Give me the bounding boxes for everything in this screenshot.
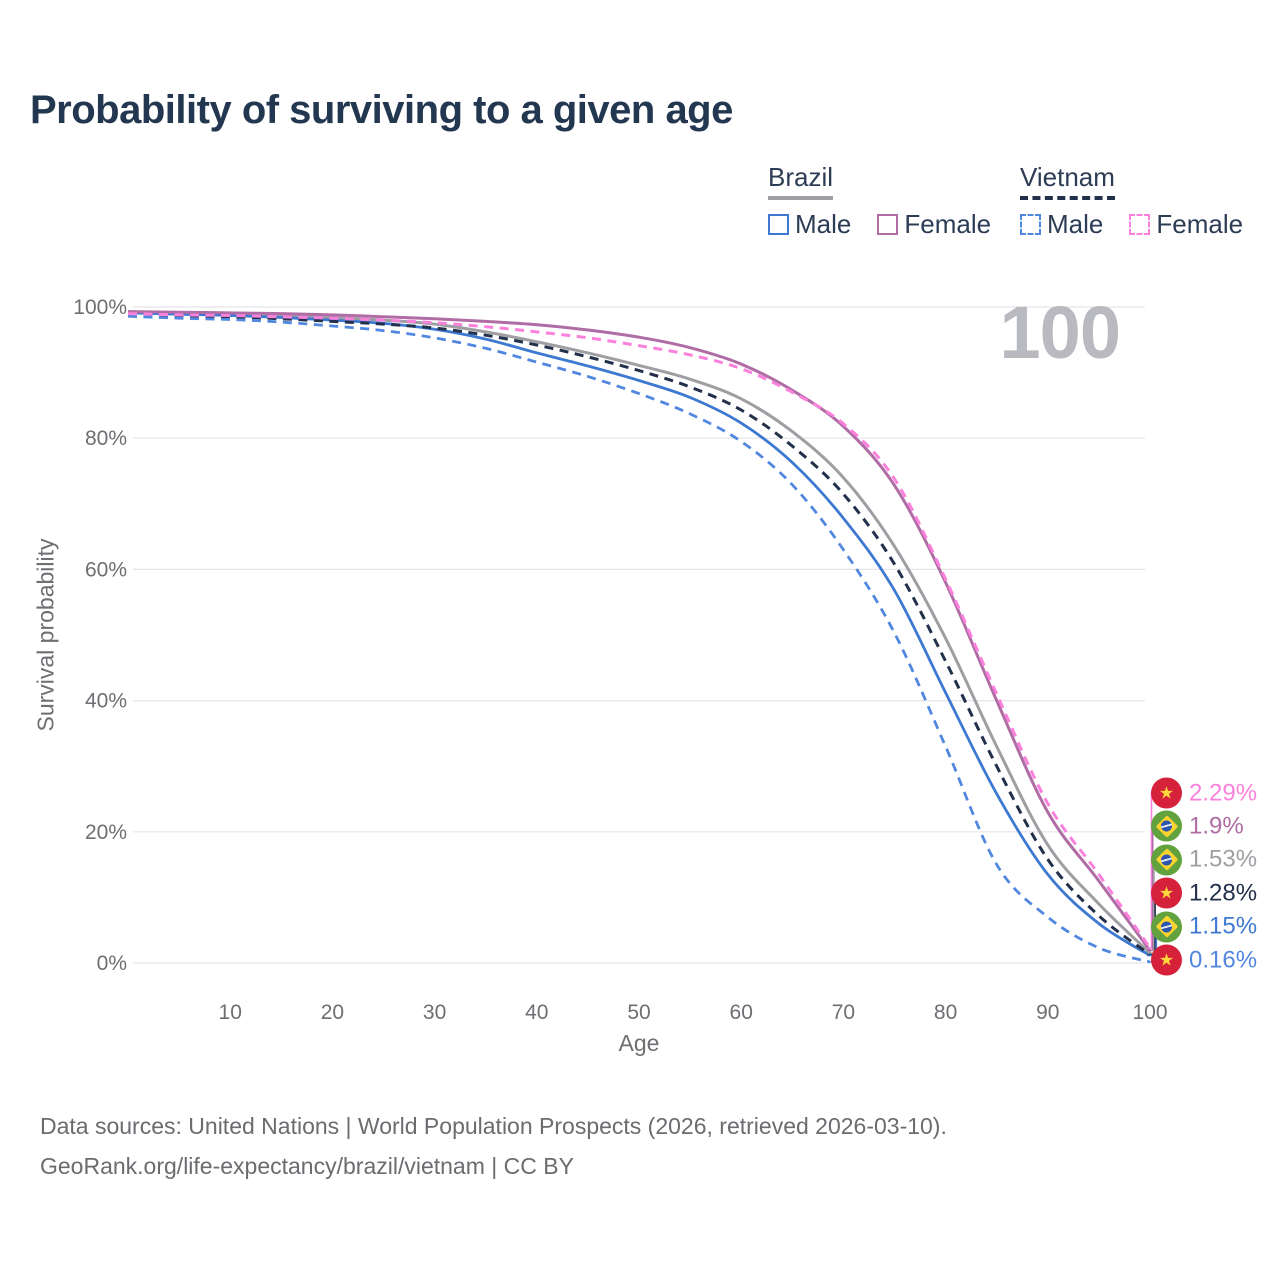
curve-vietnam_male — [127, 314, 1151, 964]
vietnam-female-swatch-icon — [1129, 214, 1151, 235]
legend-country-vietnam: Vietnam — [1020, 162, 1115, 200]
end-label-brazil_female: 1.9% — [1151, 810, 1244, 842]
legend-group-brazil: Brazil Male Female — [768, 162, 991, 240]
y-tick-20: 20% — [85, 821, 127, 844]
x-axis-title: Age — [618, 1030, 660, 1056]
end-label-brazil_male: 1.15% — [1151, 911, 1258, 943]
x-tick-40: 40 — [525, 1001, 548, 1024]
vietnam-flag-icon: ★ — [1151, 877, 1182, 909]
curve-brazil_total — [127, 310, 1152, 955]
legend-item-vietnam-male[interactable]: Male — [1020, 209, 1103, 240]
vietnam-male-swatch-icon — [1020, 214, 1041, 235]
brazil-flag-icon — [1151, 810, 1182, 842]
legend-label-brazil-male: Male — [795, 209, 852, 239]
end-label-vietnam_total: ★ 1.28% — [1151, 877, 1258, 909]
y-tick-100: 100% — [73, 296, 127, 319]
legend-label-brazil-female: Female — [904, 209, 992, 239]
curve-brazil_male — [127, 311, 1151, 957]
legend-item-brazil-female[interactable]: Female — [877, 209, 991, 240]
y-tick-0: 0% — [97, 952, 127, 975]
curve-vietnam_total — [127, 312, 1151, 956]
y-tick-60: 60% — [85, 558, 127, 581]
footer-attribution: GeoRank.org/life-expectancy/brazil/vietn… — [40, 1153, 574, 1179]
x-tick-100: 100 — [1132, 1001, 1167, 1024]
brazil-flag-icon — [1151, 844, 1182, 876]
end-label-brazil_total: 1.53% — [1151, 844, 1258, 876]
x-tick-20: 20 — [321, 1001, 344, 1024]
vietnam-flag-icon: ★ — [1151, 944, 1182, 976]
end-label-value: 1.53% — [1189, 845, 1258, 873]
end-label-vietnam_female: ★ 2.29% — [1151, 777, 1258, 809]
x-tick-50: 50 — [627, 1001, 650, 1024]
x-tick-80: 80 — [934, 1001, 957, 1024]
brazil-male-swatch-icon — [768, 214, 789, 235]
y-tick-80: 80% — [85, 427, 127, 450]
legend-label-vietnam-female: Female — [1156, 209, 1244, 239]
x-tick-70: 70 — [832, 1001, 855, 1024]
footer-sources: Data sources: United Nations | World Pop… — [40, 1113, 947, 1139]
end-label-value: 0.16% — [1189, 946, 1258, 973]
vietnam-flag-icon: ★ — [1151, 777, 1182, 809]
legend-items-brazil: Male Female — [768, 209, 991, 240]
x-tick-60: 60 — [730, 1001, 753, 1024]
legend-group-vietnam: Vietnam Male Female — [1020, 162, 1243, 240]
y-tick-40: 40% — [85, 690, 127, 713]
legend-items-vietnam: Male Female — [1020, 209, 1243, 240]
end-label-value: 1.15% — [1189, 912, 1258, 940]
curve-brazil_female — [127, 310, 1152, 952]
end-label-value: 2.29% — [1189, 779, 1258, 806]
page-title: Probability of surviving to a given age — [30, 88, 733, 132]
footer: Data sources: United Nations | World Pop… — [40, 1106, 947, 1186]
brazil-female-swatch-icon — [877, 214, 899, 235]
end-label-value: 1.28% — [1189, 879, 1258, 907]
y-axis-title: Survival probability — [32, 538, 59, 732]
brazil-flag-icon — [1151, 911, 1182, 943]
curve-vietnam_female — [127, 312, 1152, 949]
legend-item-vietnam-female[interactable]: Female — [1129, 209, 1243, 240]
legend-item-brazil-male[interactable]: Male — [768, 209, 851, 240]
end-label-value: 1.9% — [1189, 812, 1244, 840]
legend-label-vietnam-male: Male — [1047, 209, 1104, 239]
legend-country-brazil: Brazil — [768, 162, 834, 200]
x-tick-30: 30 — [423, 1001, 446, 1024]
x-tick-10: 10 — [219, 1001, 242, 1024]
age-watermark: 100 — [999, 291, 1121, 374]
x-tick-90: 90 — [1036, 1001, 1059, 1024]
end-label-vietnam_male: ★ 0.16% — [1151, 944, 1258, 976]
